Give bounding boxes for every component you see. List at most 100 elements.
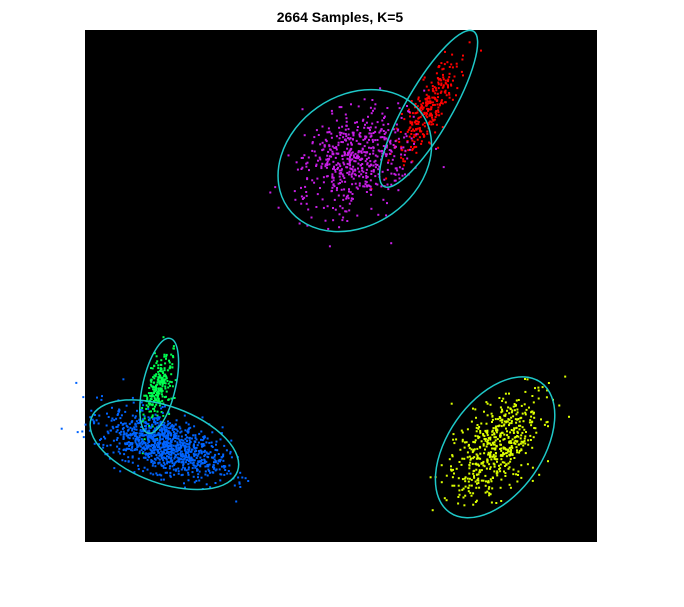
sample-point — [357, 162, 360, 165]
sample-point — [440, 79, 443, 82]
sample-point — [491, 415, 494, 418]
sample-point — [376, 183, 379, 186]
sample-point — [218, 468, 221, 471]
sample-point — [487, 453, 490, 456]
sample-point — [165, 390, 168, 393]
sample-point — [513, 457, 516, 459]
sample-point — [351, 197, 354, 200]
sample-point — [130, 421, 133, 424]
sample-point — [468, 41, 471, 44]
sample-point — [436, 92, 439, 95]
sample-point — [366, 163, 369, 166]
sample-point — [387, 188, 390, 191]
sample-point — [504, 465, 507, 467]
sample-point — [126, 429, 129, 432]
sample-point — [330, 132, 333, 135]
sample-point — [338, 131, 341, 134]
sample-point — [447, 85, 449, 88]
sample-point — [320, 165, 323, 168]
sample-point — [131, 433, 134, 436]
sample-point — [488, 494, 491, 497]
sample-point — [187, 466, 190, 469]
sample-point — [427, 95, 430, 98]
sample-point — [515, 399, 518, 402]
sample-point — [366, 126, 369, 129]
sample-point — [414, 121, 417, 124]
sample-point — [537, 386, 540, 389]
sample-point — [189, 440, 192, 443]
sample-point — [159, 381, 162, 384]
sample-point — [115, 430, 118, 433]
sample-point — [239, 486, 242, 488]
sample-point — [441, 86, 444, 89]
sample-point — [155, 355, 158, 358]
sample-point — [349, 154, 352, 157]
sample-point — [400, 116, 403, 119]
sample-point — [488, 486, 491, 489]
sample-point — [466, 451, 469, 454]
sample-point — [305, 162, 308, 165]
sample-point — [470, 494, 473, 497]
sample-point — [138, 452, 141, 455]
sample-point — [206, 465, 209, 468]
sample-point — [512, 432, 515, 434]
sample-point — [328, 245, 331, 248]
sample-point — [188, 457, 191, 460]
sample-point — [203, 462, 206, 464]
sample-point — [160, 433, 163, 436]
sample-point — [377, 213, 380, 216]
sample-point — [151, 425, 154, 428]
sample-point — [407, 110, 410, 113]
sample-point — [322, 206, 325, 209]
sample-point — [143, 415, 146, 418]
sample-point — [159, 441, 162, 444]
sample-point — [340, 141, 343, 143]
sample-point — [434, 111, 437, 114]
sample-point — [158, 404, 161, 407]
sample-point — [146, 446, 149, 449]
sample-point — [352, 131, 355, 134]
sample-point — [461, 58, 464, 61]
sample-point — [437, 109, 440, 112]
sample-point — [465, 441, 468, 444]
sample-point — [509, 452, 512, 455]
sample-point — [93, 422, 95, 425]
sample-point — [496, 438, 499, 441]
sample-point — [319, 143, 322, 146]
sample-point — [174, 469, 177, 472]
sample-point — [343, 154, 346, 157]
sample-point — [340, 131, 343, 134]
sample-point — [358, 170, 361, 173]
sample-point — [414, 119, 417, 122]
sample-point — [352, 177, 355, 180]
sample-point — [360, 151, 363, 154]
sample-point — [521, 412, 524, 415]
sample-point — [494, 455, 497, 458]
sample-point — [370, 135, 373, 137]
sample-point — [200, 460, 203, 463]
sample-point — [226, 472, 229, 475]
sample-point — [307, 208, 310, 211]
sample-point — [228, 464, 231, 467]
sample-point — [455, 438, 458, 441]
sample-point — [190, 448, 193, 451]
sample-point — [352, 133, 355, 136]
sample-point — [190, 459, 192, 462]
sample-point — [164, 467, 167, 469]
sample-point — [509, 407, 512, 410]
sample-point — [411, 112, 414, 115]
sample-point — [155, 403, 158, 406]
sample-point — [344, 133, 347, 135]
sample-point — [122, 430, 125, 433]
sample-point — [503, 414, 506, 417]
sample-point — [138, 450, 141, 453]
sample-point — [222, 459, 225, 462]
sample-point — [445, 94, 448, 97]
sample-point — [503, 433, 506, 436]
sample-point — [368, 132, 371, 135]
sample-point — [431, 85, 434, 87]
sample-point — [457, 477, 460, 480]
sample-point — [492, 462, 495, 465]
sample-point — [540, 418, 542, 421]
sample-point — [398, 107, 401, 110]
